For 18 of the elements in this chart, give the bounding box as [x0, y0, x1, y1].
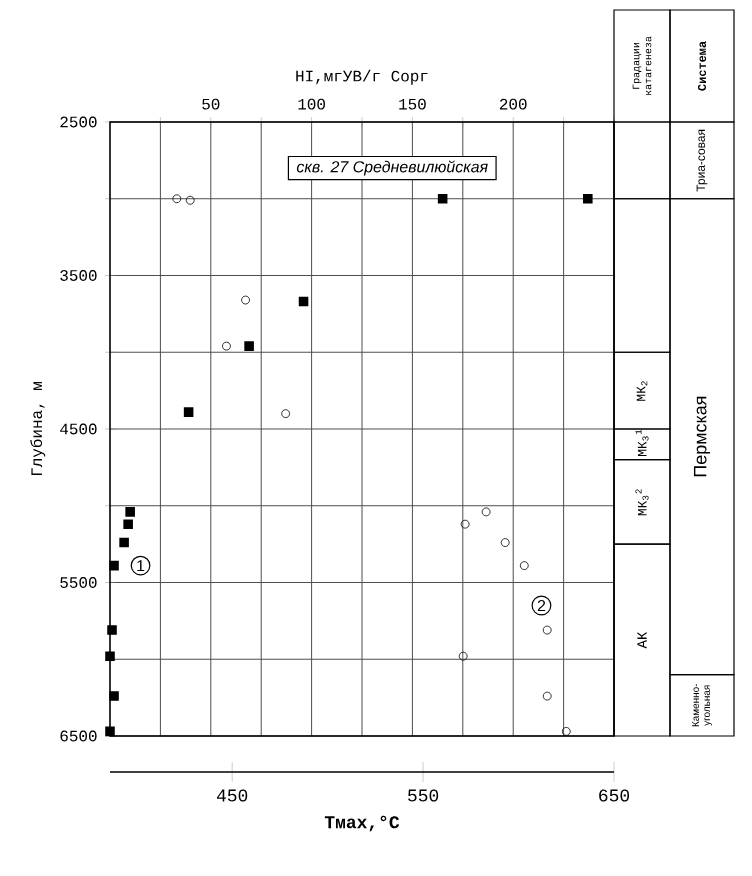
point — [460, 519, 470, 529]
point — [458, 651, 468, 661]
x-tick-label: 450 — [216, 789, 248, 802]
point — [222, 341, 231, 351]
text: Пермская — [693, 396, 711, 477]
point — [185, 195, 195, 205]
x-tick-label: 550 — [408, 789, 439, 802]
point — [172, 194, 182, 204]
point — [542, 691, 552, 701]
point — [542, 625, 552, 635]
point — [561, 727, 571, 736]
point — [481, 507, 491, 517]
point — [281, 409, 291, 419]
point — [500, 538, 510, 547]
point — [519, 561, 529, 570]
x-axis-title: Тмах,°С — [324, 815, 400, 832]
point — [241, 295, 250, 305]
x-tick-label: 650 — [599, 789, 630, 802]
